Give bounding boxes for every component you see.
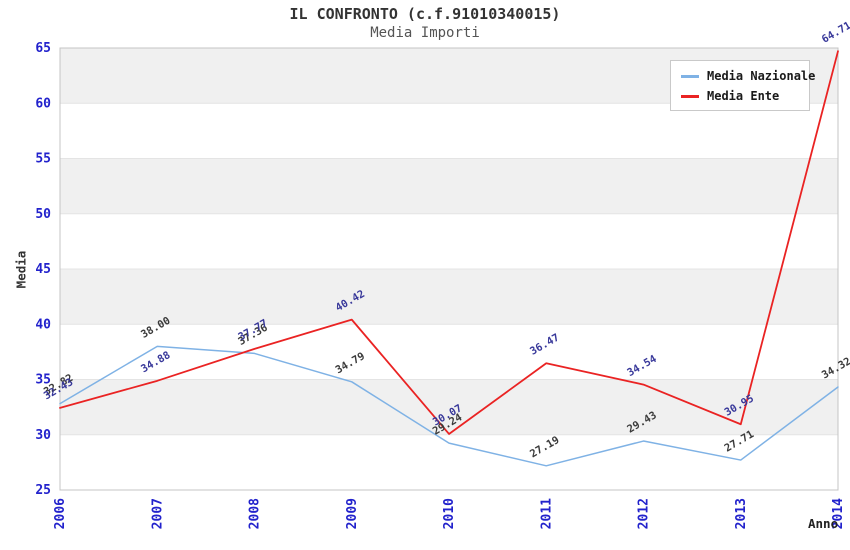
x-tick-label: 2011 [539,498,554,529]
y-tick-label: 45 [35,262,51,277]
legend-label-media-nazionale: Media Nazionale [707,69,816,83]
x-tick-label: 2007 [150,498,165,529]
grid-band [60,379,838,435]
data-point-label: 34.79 [334,350,367,376]
legend-swatch-blue-line-icon [681,74,699,78]
x-tick-label: 2009 [345,498,360,529]
legend: Media Nazionale Media Ente [670,60,815,111]
series-line-media-ente [59,50,839,435]
chart-subtitle: Media Importi [370,25,480,41]
y-tick-label: 35 [35,373,51,388]
y-axis-title: Media [13,250,29,289]
data-point-label: 34.54 [625,353,658,379]
data-point-label: 34.88 [139,349,172,375]
y-tick-label: 65 [35,41,51,56]
data-point-label: 27.19 [528,434,561,460]
legend-label-media-ente: Media Ente [707,89,780,103]
x-tick-label: 2006 [53,498,68,529]
x-axis-title: Anno [808,516,839,531]
x-tick-label: 2010 [442,498,457,529]
y-tick-label: 50 [35,207,51,222]
grid-band [60,269,838,325]
x-tick-label: 2008 [248,498,263,529]
y-tick-label: 30 [35,428,51,443]
chart-title: IL CONFRONTO (c.f.91010340015) [289,5,561,23]
grid-band [60,158,838,214]
x-tick-label: 2013 [734,498,749,529]
series-line-media-nazionale [59,345,839,467]
data-point-label: 34.32 [820,355,850,381]
x-tick-label: 2014 [831,498,846,529]
y-tick-label: 55 [35,152,51,167]
legend-item-media-nazionale: Media Nazionale [681,69,815,83]
x-tick-label: 2012 [637,498,652,529]
legend-swatch-red-line-icon [681,94,699,98]
y-tick-label: 40 [35,317,51,332]
data-point-label: 36.47 [528,332,561,358]
legend-item-media-ente: Media Ente [681,89,799,103]
y-tick-label: 25 [35,483,51,498]
y-tick-label: 60 [35,96,51,111]
plot-border [59,47,839,491]
data-point-label: 64.71 [820,20,850,46]
